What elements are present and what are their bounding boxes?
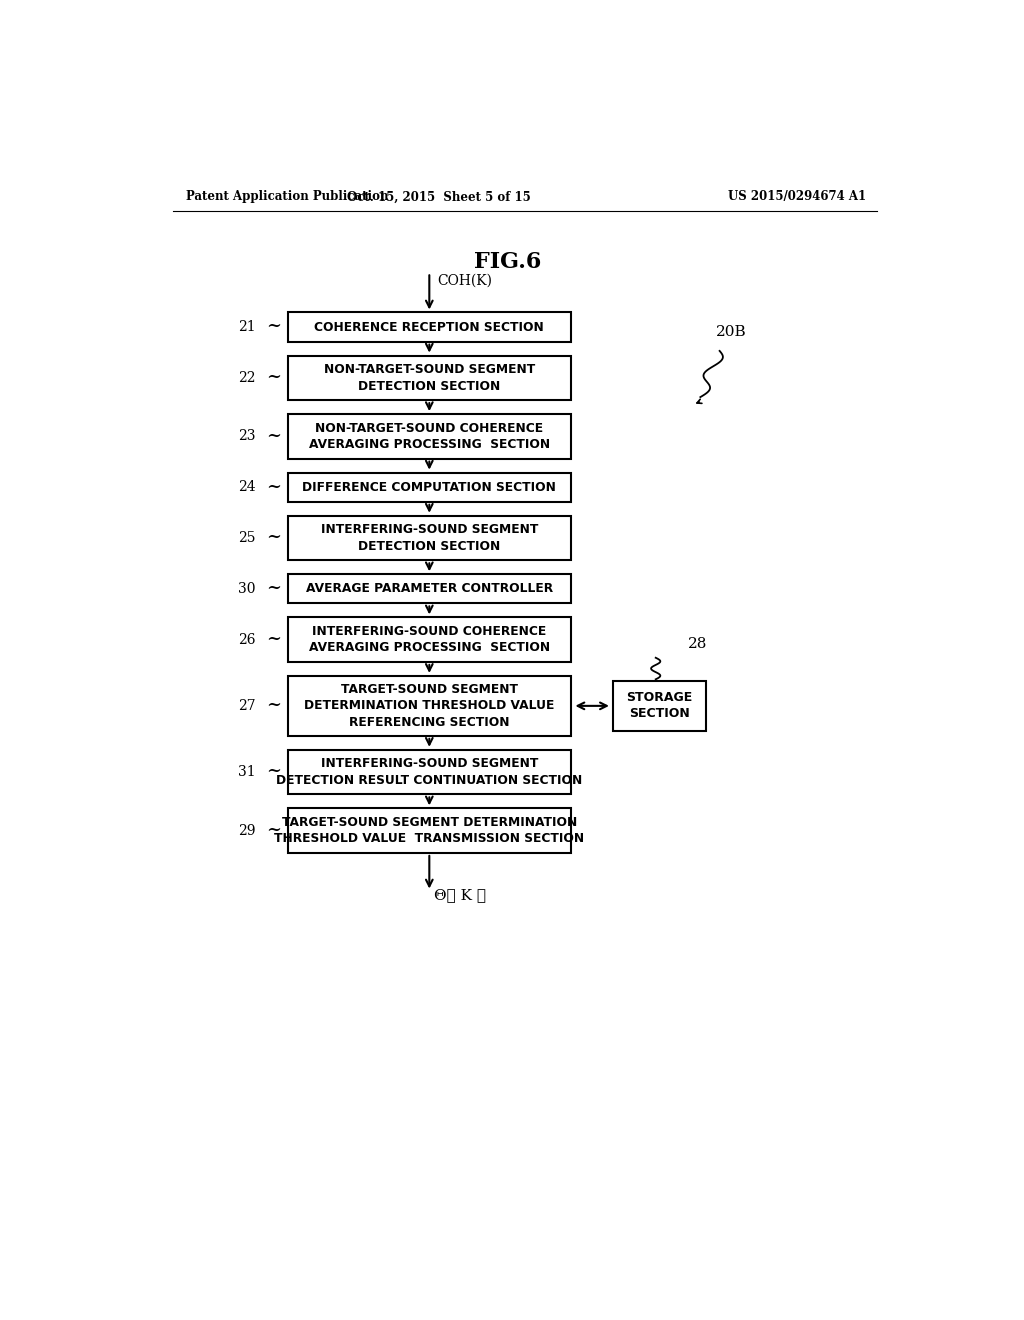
Text: Oct. 15, 2015  Sheet 5 of 15: Oct. 15, 2015 Sheet 5 of 15 — [347, 190, 530, 203]
Text: COH(K): COH(K) — [437, 275, 492, 288]
Text: FIG.6: FIG.6 — [474, 251, 542, 273]
Text: ~: ~ — [266, 821, 282, 838]
Text: ~: ~ — [266, 528, 282, 546]
Text: TARGET-SOUND SEGMENT DETERMINATION
THRESHOLD VALUE  TRANSMISSION SECTION: TARGET-SOUND SEGMENT DETERMINATION THRES… — [274, 816, 585, 845]
Bar — [613, 681, 706, 731]
Text: STORAGE
SECTION: STORAGE SECTION — [627, 692, 692, 721]
Text: 28: 28 — [688, 636, 708, 651]
Bar — [288, 808, 571, 853]
Text: NON-TARGET-SOUND COHERENCE
AVERAGING PROCESSING  SECTION: NON-TARGET-SOUND COHERENCE AVERAGING PRO… — [309, 421, 550, 451]
Bar — [288, 414, 571, 459]
Text: ~: ~ — [266, 317, 282, 335]
Text: ~: ~ — [266, 579, 282, 597]
Text: 30: 30 — [238, 582, 255, 595]
Text: Θ（ K ）: Θ（ K ） — [434, 888, 486, 903]
Text: NON-TARGET-SOUND SEGMENT
DETECTION SECTION: NON-TARGET-SOUND SEGMENT DETECTION SECTI… — [324, 363, 535, 392]
Text: AVERAGE PARAMETER CONTROLLER: AVERAGE PARAMETER CONTROLLER — [306, 582, 553, 595]
Text: 24: 24 — [238, 480, 255, 494]
Text: INTERFERING-SOUND SEGMENT
DETECTION RESULT CONTINUATION SECTION: INTERFERING-SOUND SEGMENT DETECTION RESU… — [276, 758, 583, 787]
Text: COHERENCE RECEPTION SECTION: COHERENCE RECEPTION SECTION — [314, 321, 544, 334]
Bar — [288, 355, 571, 400]
Text: 22: 22 — [238, 371, 255, 385]
Text: ~: ~ — [266, 478, 282, 495]
Bar — [288, 473, 571, 502]
Bar — [288, 676, 571, 737]
Text: US 2015/0294674 A1: US 2015/0294674 A1 — [728, 190, 866, 203]
Text: INTERFERING-SOUND SEGMENT
DETECTION SECTION: INTERFERING-SOUND SEGMENT DETECTION SECT… — [321, 523, 538, 553]
Text: Patent Application Publication: Patent Application Publication — [186, 190, 388, 203]
Text: 26: 26 — [238, 632, 255, 647]
Text: ~: ~ — [266, 426, 282, 445]
Text: 27: 27 — [238, 698, 255, 713]
Text: 31: 31 — [238, 766, 255, 779]
Bar — [288, 750, 571, 795]
Bar — [288, 618, 571, 663]
Text: ~: ~ — [266, 696, 282, 714]
Text: ~: ~ — [266, 368, 282, 385]
Text: 21: 21 — [238, 319, 255, 334]
Text: 20B: 20B — [716, 325, 746, 339]
Bar — [288, 313, 571, 342]
Text: TARGET-SOUND SEGMENT
DETERMINATION THRESHOLD VALUE
REFERENCING SECTION: TARGET-SOUND SEGMENT DETERMINATION THRES… — [304, 682, 555, 729]
Text: 23: 23 — [238, 429, 255, 444]
Text: INTERFERING-SOUND COHERENCE
AVERAGING PROCESSING  SECTION: INTERFERING-SOUND COHERENCE AVERAGING PR… — [309, 624, 550, 655]
Text: 25: 25 — [238, 531, 255, 545]
Text: 29: 29 — [238, 824, 255, 838]
Bar — [288, 516, 571, 561]
Text: ~: ~ — [266, 763, 282, 780]
Text: ~: ~ — [266, 630, 282, 648]
Text: DIFFERENCE COMPUTATION SECTION: DIFFERENCE COMPUTATION SECTION — [302, 480, 556, 494]
Bar — [288, 574, 571, 603]
